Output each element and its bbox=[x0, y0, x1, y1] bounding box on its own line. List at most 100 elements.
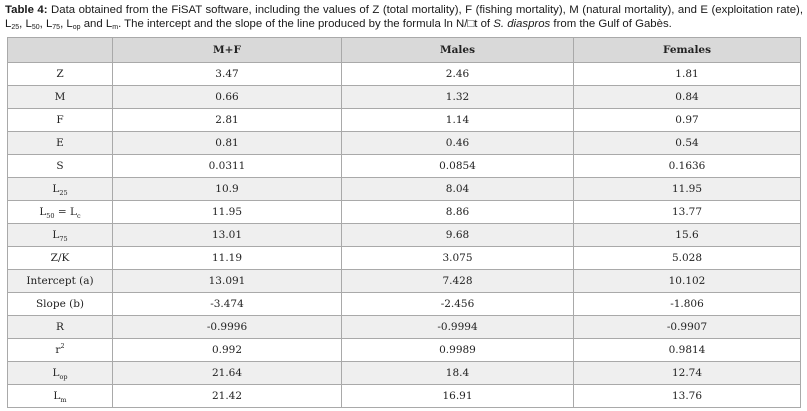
table-row: Lm 21.42 16.91 13.76 bbox=[7, 384, 801, 408]
cell-mf: 3.47 bbox=[112, 62, 342, 86]
cell-males: 18.4 bbox=[341, 361, 574, 385]
cell-males: 9.68 bbox=[341, 223, 574, 247]
row-label-text: E bbox=[56, 137, 64, 149]
cell-females: 10.102 bbox=[573, 269, 801, 293]
table-row: Lop 21.64 18.4 12.74 bbox=[7, 361, 801, 385]
cell-females: -0.9907 bbox=[573, 315, 801, 339]
cell-mf: 0.81 bbox=[112, 131, 342, 155]
row-label: Lop bbox=[7, 361, 113, 385]
caption-text: . The intercept and the slope of the lin… bbox=[118, 18, 494, 30]
row-label-text: F bbox=[56, 114, 64, 126]
caption-sub: m bbox=[112, 24, 119, 31]
row-label: Intercept (a) bbox=[7, 269, 113, 293]
row-label-text: L bbox=[52, 229, 60, 241]
row-label-text: Z bbox=[56, 68, 64, 80]
caption-sub: 75 bbox=[52, 24, 61, 31]
row-label-subscript: 50 bbox=[46, 212, 55, 220]
table-row: L75 13.01 9.68 15.6 bbox=[7, 223, 801, 247]
caption-text: and L bbox=[80, 18, 113, 30]
data-table: M+F Males Females Z 3.47 2.46 1.81 M 0.66 1.32… bbox=[7, 37, 801, 408]
row-label: S bbox=[7, 154, 113, 178]
cell-females: 13.76 bbox=[573, 384, 801, 408]
row-label: Slope (b) bbox=[7, 292, 113, 316]
cell-males: 8.86 bbox=[341, 200, 574, 224]
cell-males: 7.428 bbox=[341, 269, 574, 293]
table-row: F 2.81 1.14 0.97 bbox=[7, 108, 801, 132]
row-label: F bbox=[7, 108, 113, 132]
header-mf: M+F bbox=[112, 37, 342, 63]
cell-males: 0.46 bbox=[341, 131, 574, 155]
row-label-superscript: 2 bbox=[60, 342, 65, 350]
caption-text: , L bbox=[60, 18, 73, 30]
cell-mf: 13.091 bbox=[112, 269, 342, 293]
table-row: L50 = Lc 11.95 8.86 13.77 bbox=[7, 200, 801, 224]
header-empty bbox=[7, 37, 113, 63]
cell-females: 13.77 bbox=[573, 200, 801, 224]
table-row: S 0.0311 0.0854 0.1636 bbox=[7, 154, 801, 178]
cell-mf: 2.81 bbox=[112, 108, 342, 132]
row-label-text: = L bbox=[54, 206, 78, 218]
row-label: M bbox=[7, 85, 113, 109]
cell-females: 0.9814 bbox=[573, 338, 801, 362]
header-males: Males bbox=[341, 37, 574, 63]
cell-males: -2.456 bbox=[341, 292, 574, 316]
table-body: Z 3.47 2.46 1.81 M 0.66 1.32 0.84 F 2.81 1.14 0.97 E… bbox=[7, 62, 801, 408]
table-row: M 0.66 1.32 0.84 bbox=[7, 85, 801, 109]
cell-females: 0.54 bbox=[573, 131, 801, 155]
row-label-subscript: m bbox=[60, 396, 67, 404]
header-females: Females bbox=[573, 37, 801, 63]
caption-text: Data obtained from the FiSAT software, i… bbox=[5, 4, 803, 30]
row-label: r2 bbox=[7, 338, 113, 362]
row-label-text: S bbox=[56, 160, 64, 172]
row-label: L50 = Lc bbox=[7, 200, 113, 224]
table-row: r2 0.992 0.9989 0.9814 bbox=[7, 338, 801, 362]
cell-mf: 10.9 bbox=[112, 177, 342, 201]
cell-males: 2.46 bbox=[341, 62, 574, 86]
row-label-text: L bbox=[53, 390, 61, 402]
row-label: L25 bbox=[7, 177, 113, 201]
caption-text: from the Gulf of Gabès. bbox=[550, 18, 672, 30]
cell-males: 3.075 bbox=[341, 246, 574, 270]
row-label: Lm bbox=[7, 384, 113, 408]
cell-males: 0.9989 bbox=[341, 338, 574, 362]
cell-females: 0.1636 bbox=[573, 154, 801, 178]
cell-females: 0.97 bbox=[573, 108, 801, 132]
row-label-text: L bbox=[52, 183, 60, 195]
table-row: Intercept (a) 13.091 7.428 10.102 bbox=[7, 269, 801, 293]
row-label-subscript: 75 bbox=[59, 235, 68, 243]
cell-males: -0.9994 bbox=[341, 315, 574, 339]
cell-males: 1.32 bbox=[341, 85, 574, 109]
row-label: Z bbox=[7, 62, 113, 86]
cell-females: 15.6 bbox=[573, 223, 801, 247]
cell-females: 0.84 bbox=[573, 85, 801, 109]
row-label-text: M bbox=[54, 91, 66, 103]
row-label-text: Slope (b) bbox=[35, 298, 85, 310]
row-label-subscript: 25 bbox=[59, 189, 68, 197]
cell-mf: 11.19 bbox=[112, 246, 342, 270]
row-label-text: R bbox=[56, 321, 64, 333]
caption-text: , L bbox=[39, 18, 53, 30]
row-label-subscript: c bbox=[77, 212, 81, 220]
cell-females: 11.95 bbox=[573, 177, 801, 201]
caption-text: , L bbox=[19, 18, 32, 30]
cell-females: 5.028 bbox=[573, 246, 801, 270]
row-label-subscript: op bbox=[59, 373, 68, 381]
cell-females: 1.81 bbox=[573, 62, 801, 86]
species-name: S. diaspros bbox=[493, 18, 551, 30]
row-label: L75 bbox=[7, 223, 113, 247]
table-row: Z 3.47 2.46 1.81 bbox=[7, 62, 801, 86]
cell-mf: 21.42 bbox=[112, 384, 342, 408]
cell-males: 8.04 bbox=[341, 177, 574, 201]
table-row: Slope (b) -3.474 -2.456 -1.806 bbox=[7, 292, 801, 316]
header-row: M+F Males Females bbox=[7, 37, 801, 63]
cell-males: 16.91 bbox=[341, 384, 574, 408]
cell-females: -1.806 bbox=[573, 292, 801, 316]
table-row: E 0.81 0.46 0.54 bbox=[7, 131, 801, 155]
table-row: Z/K 11.19 3.075 5.028 bbox=[7, 246, 801, 270]
row-label-text: Intercept (a) bbox=[26, 275, 94, 287]
row-label-text: Z/K bbox=[50, 252, 70, 264]
cell-mf: -0.9996 bbox=[112, 315, 342, 339]
cell-mf: 0.0311 bbox=[112, 154, 342, 178]
cell-mf: 21.64 bbox=[112, 361, 342, 385]
table-row: L25 10.9 8.04 11.95 bbox=[7, 177, 801, 201]
